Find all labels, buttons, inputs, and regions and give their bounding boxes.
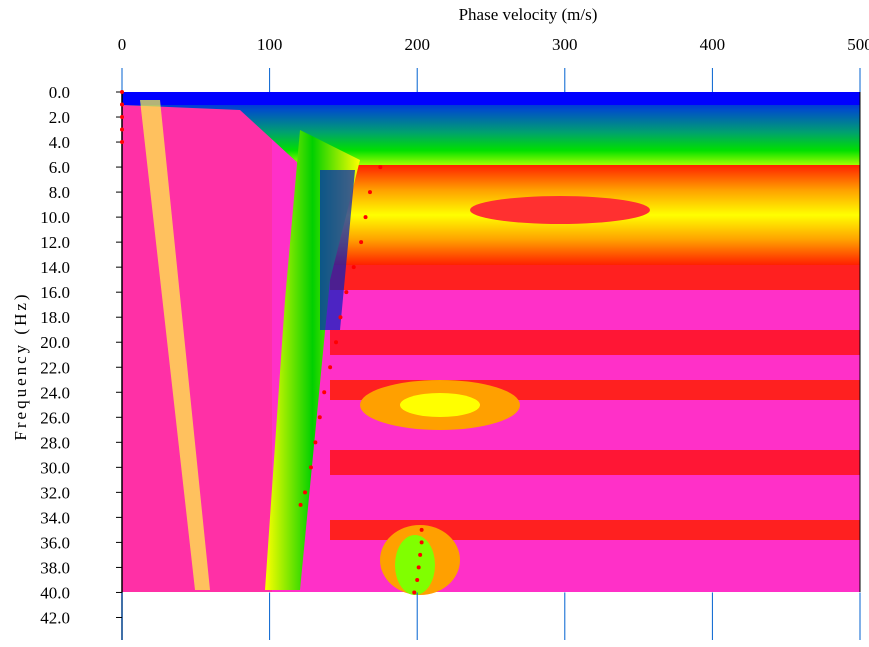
y-tick-label: 28.0	[40, 433, 70, 452]
pick-point	[419, 527, 424, 532]
pick-point	[419, 540, 424, 545]
pick-point	[298, 502, 303, 507]
y-tick-label: 6.0	[49, 158, 70, 177]
x-tick-label: 0	[118, 35, 127, 54]
y-tick-label: 8.0	[49, 183, 70, 202]
pick-point	[308, 465, 313, 470]
pick-point	[338, 315, 343, 320]
y-tick-label: 38.0	[40, 558, 70, 577]
pick-point	[120, 140, 124, 145]
pick-point	[415, 577, 420, 582]
y-tick-label: 36.0	[40, 533, 70, 552]
x-tick-label: 200	[404, 35, 430, 54]
x-tick-label: 100	[257, 35, 283, 54]
y-tick-label: 14.0	[40, 258, 70, 277]
pick-point	[120, 115, 124, 120]
pick-point	[328, 365, 333, 370]
y-tick-label: 24.0	[40, 383, 70, 402]
heatmap	[122, 92, 860, 595]
y-tick-label: 16.0	[40, 283, 70, 302]
pick-point	[363, 215, 368, 220]
y-tick-label: 22.0	[40, 358, 70, 377]
pick-point	[344, 290, 349, 295]
pick-point	[322, 390, 327, 395]
pick-point	[418, 552, 423, 557]
y-tick-label: 42.0	[40, 608, 70, 627]
pick-point	[412, 590, 417, 595]
pick-point	[378, 165, 383, 170]
y-tick-label: 4.0	[49, 133, 70, 152]
pick-point	[351, 265, 356, 270]
y-tick-label: 26.0	[40, 408, 70, 427]
x-axis-title: Phase velocity (m/s)	[459, 5, 598, 24]
pick-point	[317, 415, 322, 420]
pick-point	[359, 240, 364, 245]
x-tick-label: 500	[847, 35, 869, 54]
y-tick-label: 12.0	[40, 233, 70, 252]
y-tick-label: 30.0	[40, 458, 70, 477]
pick-point	[120, 127, 124, 132]
x-tick-label: 400	[700, 35, 726, 54]
pick-point	[303, 490, 308, 495]
y-tick-label: 34.0	[40, 508, 70, 527]
y-tick-label: 40.0	[40, 583, 70, 602]
pick-point	[367, 190, 372, 195]
y-tick-label: 20.0	[40, 333, 70, 352]
y-tick-label: 0.0	[49, 83, 70, 102]
y-tick-label: 18.0	[40, 308, 70, 327]
pick-point	[313, 440, 318, 445]
pick-point	[120, 90, 124, 94]
y-tick-label: 32.0	[40, 483, 70, 502]
y-axis-title: Frequency (Hz)	[11, 291, 30, 440]
pick-point	[416, 565, 421, 570]
pick-point	[334, 340, 339, 345]
y-tick-label: 2.0	[49, 108, 70, 127]
y-tick-label: 10.0	[40, 208, 70, 227]
x-tick-label: 300	[552, 35, 578, 54]
pick-point	[120, 102, 124, 107]
